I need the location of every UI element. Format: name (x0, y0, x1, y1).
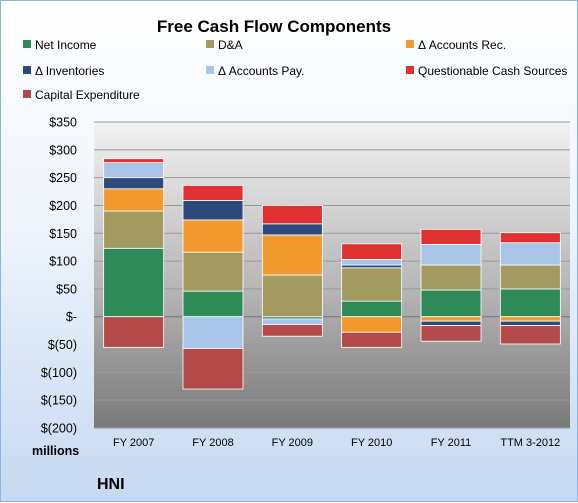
bar-net-income-fy-2011 (420, 289, 482, 318)
bar-questionable-cash-sources-fy-2009 (261, 205, 323, 225)
y-tick-label: $350 (49, 116, 77, 130)
bar-d-a-ttm-3-2012 (499, 264, 561, 290)
legend-accounts-rec-swatch (406, 40, 414, 48)
legend-d-a-swatch (206, 40, 214, 48)
bar-accounts-pay-fy-2010 (341, 259, 403, 266)
y-tick-label: $300 (49, 143, 77, 157)
y-tick-label: $150 (49, 227, 77, 241)
x-tick-label: TTM 3-2012 (500, 437, 560, 449)
y-tick-label: $- (66, 310, 77, 324)
bar-accounts-rec-fy-2011 (420, 316, 482, 322)
y-tick-label: $(100) (41, 366, 77, 380)
bar-inventories-fy-2011 (420, 320, 482, 327)
legend-net-income-label: Net Income (35, 38, 97, 52)
bar-accounts-pay-fy-2011 (420, 243, 482, 266)
bar-questionable-cash-sources-fy-2007 (103, 158, 165, 164)
bar-net-income-fy-2008 (182, 290, 244, 318)
bar-accounts-rec-fy-2007 (103, 188, 165, 212)
bar-capital-expenditure-ttm-3-2012 (499, 325, 561, 345)
bar-questionable-cash-sources-ttm-3-2012 (499, 232, 561, 244)
legend-accounts-pay-label: Δ Accounts Pay. (218, 64, 305, 78)
unit-label: millions (32, 444, 79, 458)
legend-d-a-label: D&A (218, 38, 243, 52)
y-tick-label: $200 (49, 199, 77, 213)
bar-accounts-rec-ttm-3-2012 (499, 316, 561, 322)
bar-capital-expenditure-fy-2008 (182, 348, 244, 390)
bar-inventories-ttm-3-2012 (499, 320, 561, 327)
y-tick-label: $50 (56, 282, 77, 296)
bar-net-income-fy-2007 (103, 247, 165, 318)
bar-d-a-fy-2010 (341, 267, 403, 302)
bar-accounts-rec-fy-2009 (261, 234, 323, 276)
bar-capital-expenditure-fy-2011 (420, 325, 482, 342)
bar-capital-expenditure-fy-2007 (103, 316, 165, 348)
bar-inventories-fy-2009 (261, 223, 323, 236)
x-axis-ticks: FY 2007 FY 2008 FY 2009 FY 2010 FY 2011 TTM 3… (113, 437, 560, 449)
legend-questionable-cash-sources-label: Questionable Cash Sources (418, 64, 567, 78)
legend-capital-expenditure-label: Capital Expenditure (35, 88, 140, 102)
legend-net-income-swatch (23, 40, 31, 48)
x-tick-label: FY 2009 (272, 437, 313, 449)
bar-net-income-ttm-3-2012 (499, 288, 561, 318)
bar-d-a-fy-2007 (103, 210, 165, 249)
bar-questionable-cash-sources-fy-2008 (182, 185, 244, 201)
legend-inventories-label: Δ Inventories (35, 64, 104, 78)
company-label: HNI (97, 476, 125, 493)
legend-capital-expenditure-swatch (23, 90, 31, 98)
bar-accounts-rec-fy-2008 (182, 219, 244, 253)
bar-questionable-cash-sources-fy-2010 (341, 243, 403, 260)
legend-questionable-cash-sources-swatch (406, 66, 414, 74)
legend-inventories-swatch (23, 66, 31, 74)
x-tick-label: FY 2010 (351, 437, 392, 449)
bar-inventories-fy-2007 (103, 177, 165, 190)
bar-accounts-pay-ttm-3-2012 (499, 242, 561, 266)
chart-title: Free Cash Flow Components (157, 17, 391, 36)
y-tick-label: $(50) (48, 338, 77, 352)
bar-d-a-fy-2011 (420, 264, 482, 291)
x-tick-label: FY 2007 (113, 437, 154, 449)
legend-accounts-rec-label: Δ Accounts Rec. (418, 38, 506, 52)
bar-inventories-fy-2010 (341, 264, 403, 269)
legend-accounts-pay-swatch (206, 66, 214, 74)
bar-accounts-pay-fy-2007 (103, 162, 165, 179)
bar-net-income-fy-2010 (341, 300, 403, 318)
x-tick-label: FY 2011 (431, 437, 472, 449)
legend: Net Income D&A Δ Accounts Rec. Δ Inventorie… (23, 38, 567, 102)
y-tick-label: $(150) (41, 394, 77, 408)
grid-lines (94, 121, 570, 429)
x-tick-label: FY 2008 (192, 437, 233, 449)
bar-accounts-pay-fy-2009 (261, 318, 323, 325)
plot-area: $350 $300 $250 $200 $150 $100 $50 $- $(50) $(100)… (41, 116, 570, 449)
bar-inventories-fy-2008 (182, 200, 244, 221)
y-axis-ticks: $350 $300 $250 $200 $150 $100 $50 $- $(50) $(100)… (41, 116, 77, 436)
y-tick-label: $(200) (41, 422, 77, 436)
bar-capital-expenditure-fy-2009 (261, 324, 323, 337)
y-tick-label: $250 (49, 171, 77, 185)
bar-d-a-fy-2008 (182, 251, 244, 292)
y-tick-label: $100 (49, 255, 77, 269)
bar-accounts-rec-fy-2010 (341, 316, 403, 333)
bar-questionable-cash-sources-fy-2011 (420, 228, 482, 245)
bar-capital-expenditure-fy-2010 (341, 331, 403, 348)
plot-background (94, 122, 570, 428)
bars (103, 158, 561, 390)
bar-d-a-fy-2009 (261, 274, 323, 318)
bar-accounts-pay-fy-2008 (182, 316, 244, 349)
